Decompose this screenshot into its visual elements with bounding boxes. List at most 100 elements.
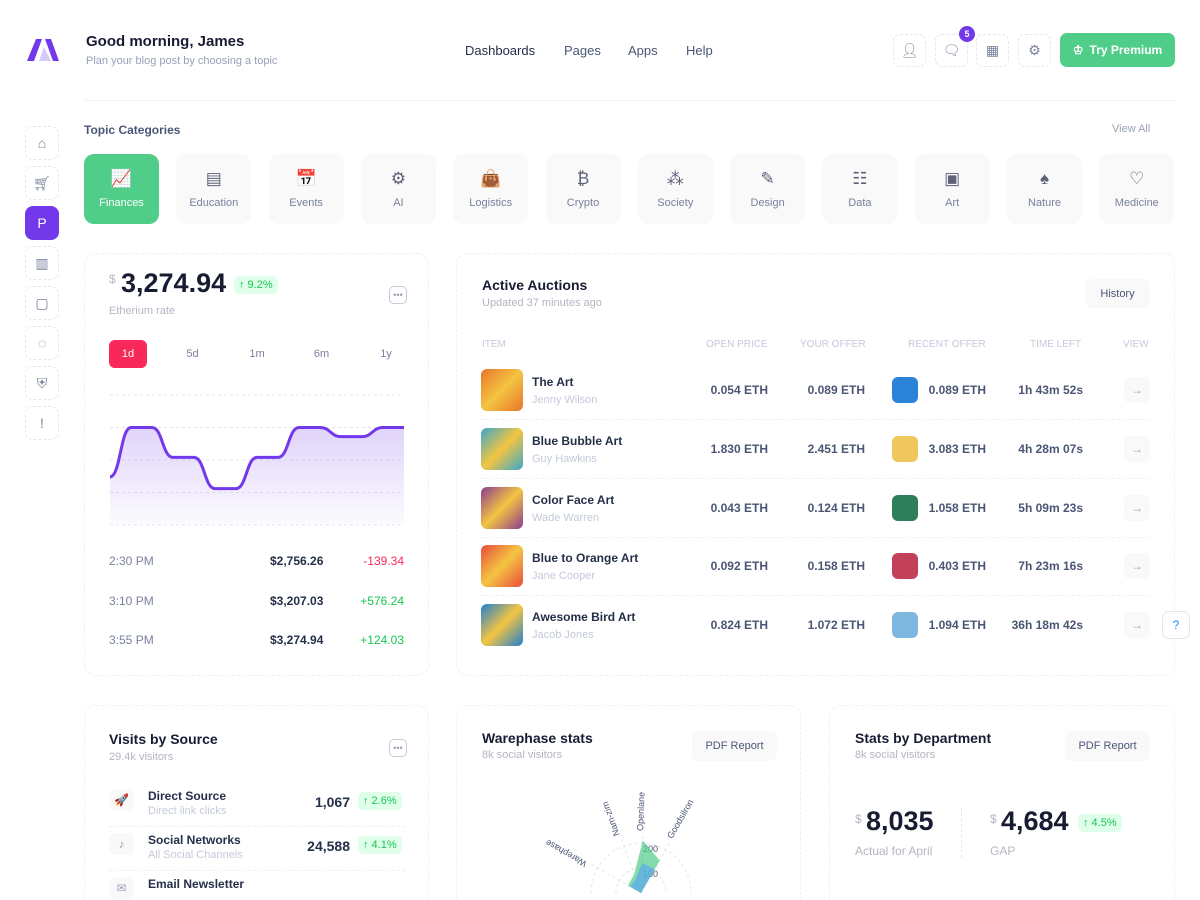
artwork-thumbnail[interactable] bbox=[481, 545, 523, 588]
source-name: Email Newsletter bbox=[148, 877, 245, 891]
warephase-pdf-button[interactable]: PDF Report bbox=[692, 731, 777, 761]
radar-category-label: Goodsilron bbox=[665, 798, 695, 841]
greeting-title: Good morning, James bbox=[86, 33, 245, 50]
source-change-badge: ↑ 4.1% bbox=[358, 836, 402, 854]
row-divider bbox=[481, 419, 1150, 420]
sidebar-item-paypal[interactable]: P bbox=[25, 206, 59, 240]
time-left: 7h 23m 16s bbox=[1018, 559, 1083, 574]
topic-logistics[interactable]: 👜 Logistics bbox=[453, 154, 529, 224]
period-tab-1m[interactable]: 1m bbox=[249, 348, 265, 360]
col-time-left: Time Left bbox=[1030, 339, 1082, 350]
warephase-subtitle: 8k social visitors bbox=[482, 749, 563, 761]
topic-ai[interactable]: ⚙ AI bbox=[360, 154, 436, 224]
row-price: $3,207.03 bbox=[270, 593, 324, 608]
nav-dashboards[interactable]: Dashboards bbox=[465, 43, 536, 58]
dept-pdf-button[interactable]: PDF Report bbox=[1065, 731, 1150, 761]
actual-label: Actual for April bbox=[855, 844, 933, 858]
your-offer: 0.089 ETH bbox=[807, 383, 865, 397]
topic-data[interactable]: ☷ Data bbox=[822, 154, 898, 224]
artwork-name[interactable]: Awesome Bird Art bbox=[532, 610, 636, 625]
chat-button[interactable]: 🗨︎ bbox=[935, 34, 968, 67]
time-left: 36h 18m 42s bbox=[1011, 618, 1083, 633]
topic-nature[interactable]: ♠ Nature bbox=[1007, 154, 1082, 224]
open-price: 0.092 ETH bbox=[710, 559, 768, 574]
period-tab-1d[interactable]: 1d bbox=[109, 340, 147, 368]
pen-icon: ✎ bbox=[760, 169, 775, 188]
view-auction-button[interactable]: → bbox=[1124, 377, 1150, 403]
topic-design[interactable]: ✎ Design bbox=[730, 154, 806, 224]
contact-card-icon: ▢ bbox=[35, 294, 49, 311]
artwork-thumbnail[interactable] bbox=[481, 427, 523, 470]
auctions-updated: Updated 37 minutes ago bbox=[482, 297, 602, 309]
cart-icon: 🛒︎ bbox=[33, 174, 51, 191]
sidebar-item-home[interactable]: ⌂ bbox=[25, 126, 59, 160]
row-time: 3:10 PM bbox=[109, 593, 154, 608]
more-menu-button[interactable]: ••• bbox=[389, 286, 407, 304]
sidebar-item-building[interactable]: ▥ bbox=[25, 246, 59, 280]
history-button[interactable]: History bbox=[1085, 279, 1150, 308]
sidebar-item-alert[interactable]: ! bbox=[25, 406, 59, 440]
col-recent-offer: Recent Offer bbox=[908, 339, 986, 350]
view-auction-button[interactable]: → bbox=[1124, 553, 1150, 580]
radar-category-label: Warephase bbox=[544, 837, 589, 869]
user-button[interactable]: 👤︎ bbox=[893, 34, 926, 67]
sidebar-item-message[interactable]: ◌ bbox=[25, 326, 59, 360]
visits-more-button[interactable]: ••• bbox=[389, 739, 407, 757]
period-tab-5d[interactable]: 5d bbox=[186, 348, 199, 360]
time-left: 5h 09m 23s bbox=[1018, 500, 1083, 515]
sidebar-item-shield[interactable]: ⛨ bbox=[25, 366, 59, 400]
artwork-name[interactable]: Blue Bubble Art bbox=[532, 433, 623, 448]
artwork-thumbnail[interactable] bbox=[481, 604, 523, 647]
education-icon: ▤ bbox=[205, 169, 222, 188]
time-left: 1h 43m 52s bbox=[1018, 383, 1083, 397]
radar-category-label: Openlane bbox=[635, 792, 646, 831]
your-offer: 1.072 ETH bbox=[807, 618, 865, 633]
period-tab-1y[interactable]: 1y bbox=[380, 348, 392, 360]
row-delta: -139.34 bbox=[363, 554, 404, 568]
topic-society[interactable]: ⁂ Society bbox=[637, 154, 713, 224]
topic-crypto[interactable]: ₿ Crypto bbox=[545, 154, 621, 224]
topic-medicine[interactable]: ♡ Medicine bbox=[1099, 154, 1175, 224]
topic-events[interactable]: 📅 Events bbox=[268, 154, 344, 224]
arrow-right-icon: → bbox=[1131, 383, 1143, 397]
your-offer: 0.158 ETH bbox=[807, 559, 865, 574]
bidder-avatar bbox=[892, 612, 918, 639]
settings-icon: ⚙︎ bbox=[1028, 42, 1041, 58]
view-auction-button[interactable]: → bbox=[1124, 494, 1150, 521]
nav-apps[interactable]: Apps bbox=[628, 43, 658, 58]
artwork-thumbnail[interactable] bbox=[481, 486, 523, 529]
eth-area-chart bbox=[110, 394, 404, 526]
col-open-price: Open Price bbox=[706, 339, 768, 350]
topic-art[interactable]: ▣ Art bbox=[914, 154, 990, 224]
chat-icon: 🗨︎ bbox=[942, 42, 961, 58]
topic-finances[interactable]: 📈 Finances bbox=[84, 154, 159, 224]
view-all-link[interactable]: View All bbox=[1112, 123, 1151, 135]
view-auction-button[interactable]: → bbox=[1124, 435, 1150, 462]
nav-help[interactable]: Help bbox=[686, 43, 713, 58]
sidebar-item-cart[interactable]: 🛒︎ bbox=[25, 166, 59, 200]
period-tab-6m[interactable]: 6m bbox=[313, 348, 330, 360]
app-logo[interactable] bbox=[25, 37, 61, 63]
nav-pages[interactable]: Pages bbox=[564, 43, 601, 58]
source-name: Direct Source bbox=[148, 789, 227, 803]
open-price: 1.830 ETH bbox=[710, 441, 768, 456]
apps-button[interactable]: ▦ bbox=[976, 34, 1009, 67]
artwork-name[interactable]: Blue to Orange Art bbox=[532, 551, 639, 566]
topic-label: Society bbox=[657, 197, 694, 209]
visits-subtitle: 29.4k visitors bbox=[109, 751, 174, 763]
artwork-name[interactable]: The Art bbox=[532, 375, 574, 389]
artwork-name[interactable]: Color Face Art bbox=[532, 492, 615, 507]
try-premium-button[interactable]: ♔ Try Premium bbox=[1060, 33, 1175, 67]
topic-education[interactable]: ▤ Education bbox=[176, 154, 252, 224]
artwork-thumbnail[interactable] bbox=[481, 369, 523, 411]
message-icon: ◌ bbox=[37, 335, 47, 351]
help-float-button[interactable]: ? bbox=[1162, 611, 1190, 639]
gap-change-badge: ↑ 4.5% bbox=[1078, 814, 1122, 832]
radar-series-1 bbox=[630, 863, 655, 893]
radar-axis bbox=[620, 838, 642, 894]
topic-label: AI bbox=[393, 197, 404, 209]
settings-button[interactable]: ⚙︎ bbox=[1018, 34, 1051, 67]
sidebar-item-contact-card[interactable]: ▢ bbox=[25, 286, 59, 320]
view-auction-button[interactable]: → bbox=[1124, 612, 1150, 639]
